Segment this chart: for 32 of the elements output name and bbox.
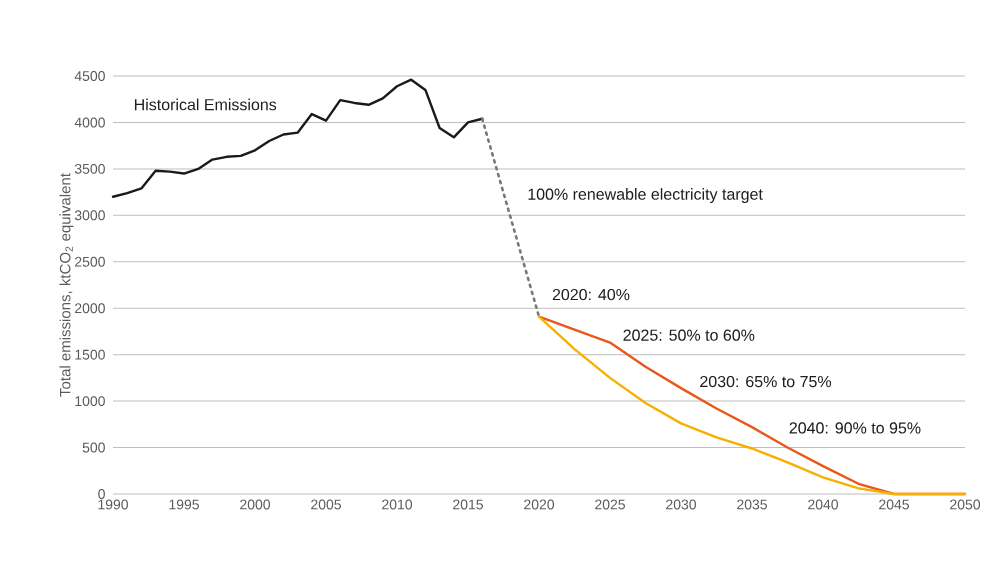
y-tick-label: 2000 — [75, 303, 105, 314]
y-tick-label: 0 — [98, 489, 105, 499]
x-tick-label: 2000 — [240, 499, 271, 510]
y-tick-label: 4000 — [74, 117, 105, 128]
y-axis-title: Total emissions, ktCO$_{2}$ equivalent — [59, 173, 74, 397]
y-tick-label: 3000 — [74, 210, 105, 221]
x-tick-label: 2050 — [950, 499, 981, 510]
annotation: Historical Emissions — [134, 98, 277, 111]
x-tick-label: 2025 — [595, 499, 625, 510]
x-tick-label: 2030 — [666, 499, 697, 510]
y-tick-label: 3500 — [74, 163, 105, 174]
x-tick-label: 1995 — [169, 499, 199, 510]
x-tick-label: 2035 — [737, 499, 767, 510]
x-tick-label: 2005 — [311, 499, 341, 510]
line-series — [111, 78, 484, 198]
y-tick-label: 500 — [82, 442, 105, 453]
x-tick-label: 2010 — [382, 499, 413, 510]
annotation: 2040: 90% to 95% — [789, 422, 921, 434]
x-tick-label: 2040 — [808, 499, 839, 510]
annotation: 100% renewable electricity target — [528, 188, 763, 204]
x-tick-label: 2045 — [879, 499, 909, 510]
x-tick-label: 1990 — [98, 499, 129, 510]
annotation: 2020: 40% — [552, 288, 630, 301]
y-tick-label: 1000 — [75, 396, 105, 407]
line-series — [537, 315, 967, 496]
x-tick-label: 2020 — [524, 499, 555, 510]
annotation: 2025: 50% to 60% — [623, 329, 755, 341]
annotation: 2030: 65% to 75% — [700, 375, 832, 388]
y-tick-label: 1500 — [75, 349, 105, 360]
y-tick-label: 4500 — [74, 71, 105, 81]
x-tick-label: 2015 — [453, 499, 483, 510]
y-tick-label: 2500 — [75, 256, 105, 267]
